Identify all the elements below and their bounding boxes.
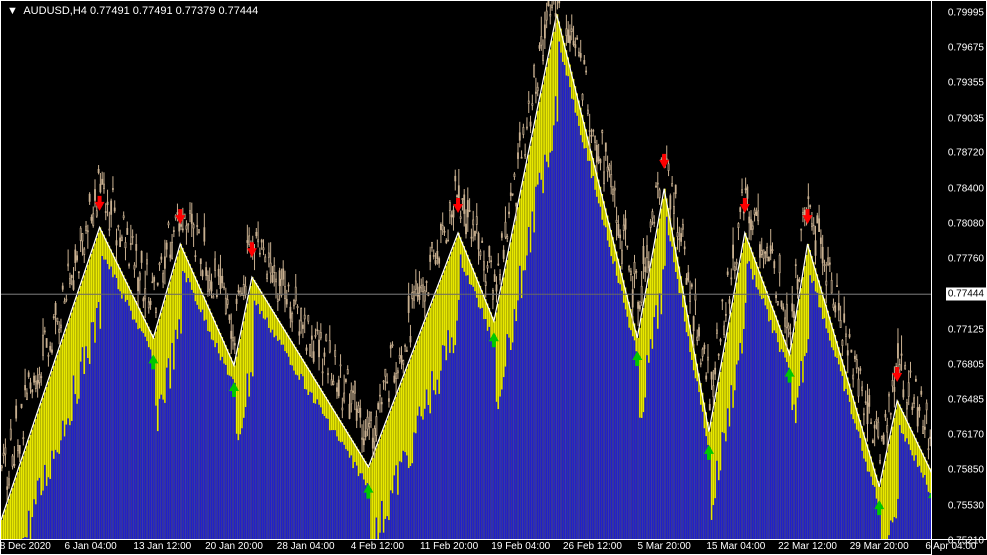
x-tick-label: 11 Feb 20:00 <box>420 541 478 552</box>
y-tick-label: 0.78400 <box>948 183 984 194</box>
y-tick-label: 0.76805 <box>948 359 984 370</box>
y-tick-label: 0.76170 <box>948 429 984 440</box>
y-tick-label: 0.79035 <box>948 113 984 124</box>
dropdown-icon[interactable]: ▼ <box>7 5 18 17</box>
y-tick-label: 0.79355 <box>948 78 984 89</box>
x-axis: 28 Dec 2020 6 Jan 04:00 13 Jan 12:00 20 Jan… <box>0 540 932 555</box>
y-tick-label: 0.79675 <box>948 42 984 53</box>
x-tick-label: 4 Feb 12:00 <box>351 541 404 552</box>
y-tick-label: 0.78720 <box>948 148 984 159</box>
y-tick-label: 0.79995 <box>948 7 984 18</box>
x-tick-label: 19 Feb 04:00 <box>491 541 550 552</box>
y-tick-label: 0.78080 <box>948 219 984 230</box>
x-tick-label: 13 Jan 12:00 <box>133 541 191 552</box>
x-tick-label: 26 Feb 12:00 <box>563 541 622 552</box>
x-tick-label: 28 Jan 04:00 <box>277 541 335 552</box>
y-tick-label: 0.77125 <box>948 324 984 335</box>
x-tick-label: 29 Mar 20:00 <box>850 541 909 552</box>
y-axis: 0.79995 0.79675 0.79355 0.79035 0.78720 0.784… <box>932 0 987 540</box>
x-tick-label: 6 Apr 04:00 <box>925 541 976 552</box>
ohlc-label: 0.77491 0.77491 0.77379 0.77444 <box>90 5 258 17</box>
x-tick-label: 22 Mar 12:00 <box>778 541 837 552</box>
x-tick-label: 15 Mar 04:00 <box>706 541 765 552</box>
chart-canvas[interactable]: ▼ AUDUSD,H4 0.77491 0.77491 0.77379 0.77… <box>0 0 932 540</box>
y-tick-label: 0.77760 <box>948 254 984 265</box>
x-tick-label: 20 Jan 20:00 <box>205 541 263 552</box>
chart-title: ▼ AUDUSD,H4 0.77491 0.77491 0.77379 0.77… <box>7 5 258 17</box>
chart-svg <box>1 1 931 539</box>
x-tick-label: 28 Dec 2020 <box>0 541 51 552</box>
current-price-tag: 0.77444 <box>946 288 986 301</box>
chart-window: ▼ AUDUSD,H4 0.77491 0.77491 0.77379 0.77… <box>0 0 987 555</box>
y-tick-label: 0.76485 <box>948 395 984 406</box>
x-tick-label: 6 Jan 04:00 <box>64 541 116 552</box>
x-tick-label: 5 Mar 20:00 <box>637 541 690 552</box>
y-tick-label: 0.75530 <box>948 500 984 511</box>
y-tick-label: 0.75850 <box>948 465 984 476</box>
symbol-label: AUDUSD,H4 <box>23 5 87 17</box>
